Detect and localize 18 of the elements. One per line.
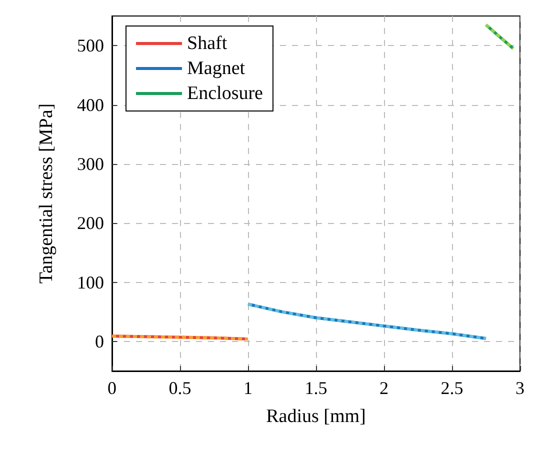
legend-label: Magnet	[187, 58, 246, 79]
y-tick-label: 400	[77, 94, 104, 115]
x-tick-label: 2.5	[440, 378, 464, 398]
legend-label: Shaft	[187, 33, 228, 54]
legend-label: Enclosure	[187, 83, 263, 104]
y-tick-label: 300	[77, 154, 104, 174]
x-tick-label: 1.5	[304, 378, 328, 398]
y-tick-label: 100	[77, 272, 104, 292]
y-tick-label: 200	[77, 213, 104, 234]
x-tick-label: 0.5	[168, 378, 192, 398]
x-tick-label: 1	[244, 378, 252, 398]
x-tick-label: 2	[380, 378, 388, 398]
x-tick-label: 0	[108, 378, 116, 398]
y-tick-label: 0	[95, 331, 104, 352]
x-axis-title: Radius [mm]	[266, 406, 366, 427]
x-tick-label: 3	[516, 378, 524, 398]
y-tick-label: 500	[77, 36, 104, 56]
y-axis-title: Tangential stress [MPa]	[36, 103, 57, 284]
